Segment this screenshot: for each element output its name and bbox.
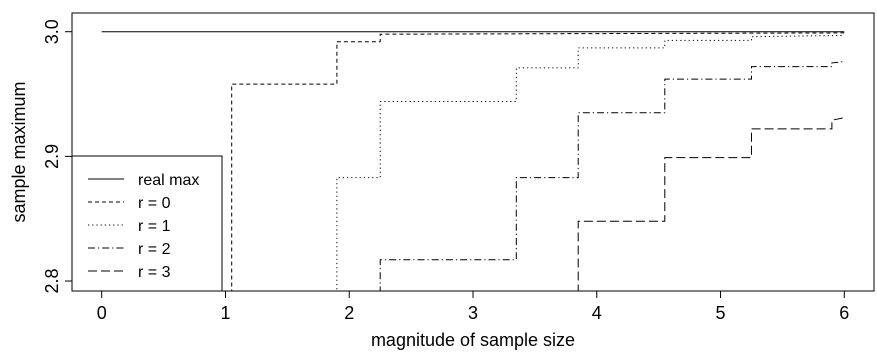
series-line-1	[231, 32, 845, 291]
series-line-4	[577, 117, 845, 291]
y-axis-label: sample maximum	[9, 81, 29, 222]
x-tick-label: 5	[716, 303, 726, 323]
legend-label: r = 3	[138, 264, 171, 281]
legend-label: real max	[138, 172, 199, 189]
series-line-3	[379, 61, 845, 291]
legend-label: r = 2	[138, 241, 171, 258]
legend-label: r = 1	[138, 218, 171, 235]
y-tick-label: 2.9	[42, 144, 62, 169]
series-line-2	[336, 34, 845, 291]
x-tick-label: 1	[220, 303, 230, 323]
plot-lines	[101, 31, 845, 291]
x-axis-label: magnitude of sample size	[371, 330, 575, 350]
y-tick-label: 2.8	[42, 269, 62, 294]
legend-label: r = 0	[138, 195, 171, 212]
x-axis: 0 1 2 3 4 5 6	[97, 291, 849, 323]
x-tick-label: 2	[344, 303, 354, 323]
x-tick-label: 4	[592, 303, 602, 323]
x-tick-label: 3	[468, 303, 478, 323]
x-tick-label: 6	[839, 303, 849, 323]
legend: real max r = 0 r = 1 r = 2 r = 3	[71, 155, 223, 292]
x-tick-label: 0	[97, 303, 107, 323]
y-axis: 2.8 2.9 3.0	[42, 19, 72, 294]
y-tick-label: 3.0	[42, 19, 62, 44]
